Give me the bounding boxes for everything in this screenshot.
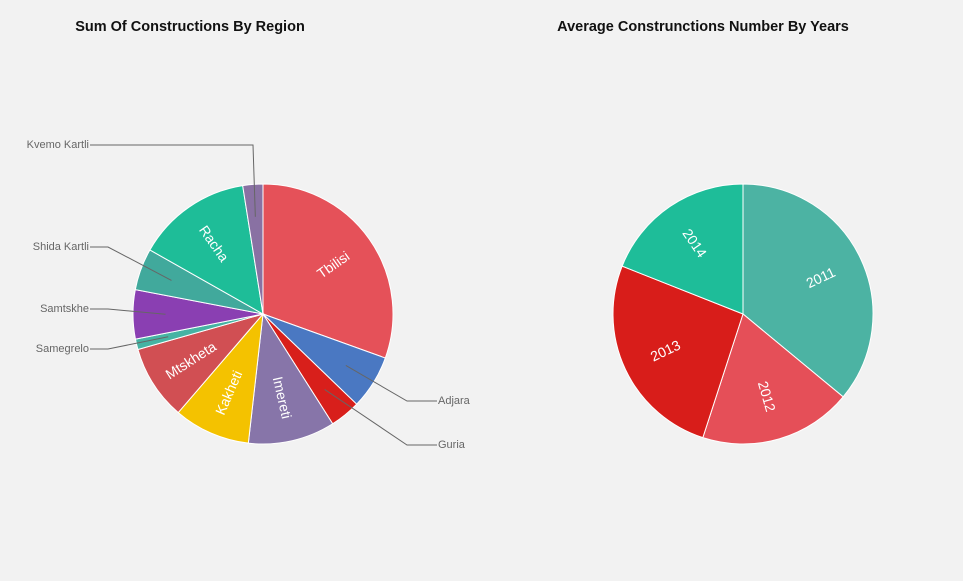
slice-2011[interactable] [742,183,874,398]
slice-racha[interactable] [149,185,264,315]
region-pie: TbilisiAdjaraGuriaImeretiKakhetiMtskheta… [27,139,471,451]
slice-label-adjara: Adjara [438,395,471,407]
slice-tbilisi[interactable] [262,183,394,359]
slice-2013[interactable] [612,265,744,439]
slice-kakheti[interactable] [177,312,264,444]
leader-line-adjara [345,365,437,402]
years-chart-title: Average Construnctions Number By Years [557,19,849,35]
leader-line-shida-kartli [90,246,172,281]
slice-kvemo-kartli[interactable] [242,183,264,315]
region-pie-chart: Sum Of Constructions By Region TbilisiAd… [27,19,471,451]
slice-imereti[interactable] [247,312,334,445]
leader-line-samtskhe [90,308,166,315]
slice-label-kvemo-kartli: Kvemo Kartli [27,139,89,151]
leader-line-kvemo-kartli [90,144,256,217]
slice-2014[interactable] [621,183,744,315]
years-pie-chart: Average Construnctions Number By Years 2… [557,19,874,445]
slice-label-samegrelo: Samegrelo [36,343,89,355]
region-chart-title: Sum Of Constructions By Region [75,19,305,35]
slice-2012[interactable] [702,313,844,445]
leader-line-samegrelo [90,336,169,350]
slice-label-guria: Guria [438,439,466,451]
slice-label-shida-kartli: Shida Kartli [33,241,89,253]
slice-label-samtskhe: Samtskhe [40,303,89,315]
leader-line-guria [324,389,437,446]
